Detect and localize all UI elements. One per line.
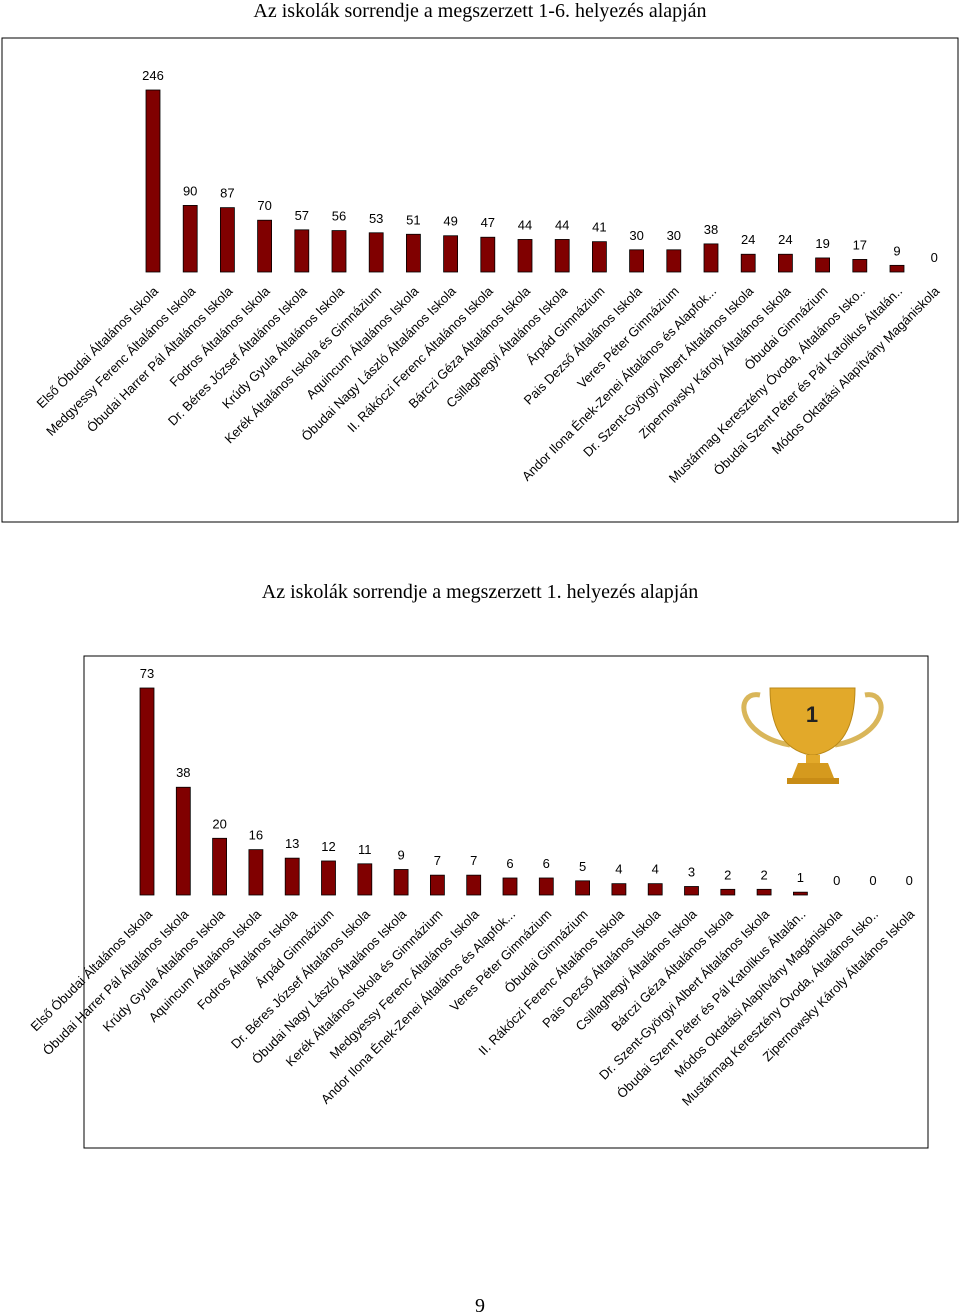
bar [629,249,644,273]
bar [357,863,373,896]
value-label: 9 [397,847,404,862]
chart-title: Az iskolák sorrendje a megszerzett 1. he… [262,581,698,603]
bar [257,219,273,273]
bar [393,869,409,896]
bar [284,857,300,896]
value-label: 56 [332,209,346,224]
value-label: 2 [724,867,731,882]
bar [592,241,607,273]
bar [647,883,663,896]
bar [175,786,191,896]
bar [466,874,482,896]
value-label: 70 [257,198,271,213]
bar [405,233,421,273]
value-label: 30 [629,228,643,243]
value-label: 44 [518,217,532,232]
bar [429,874,445,896]
bar [502,877,518,896]
value-label: 90 [183,183,197,198]
bar [852,259,868,273]
value-label: 12 [321,839,335,854]
value-label: 0 [833,873,840,888]
value-label: 44 [555,217,569,232]
value-label: 6 [543,856,550,871]
bar [575,880,590,896]
bar [815,257,830,273]
value-label: 4 [652,862,659,877]
value-label: 73 [140,666,154,681]
bar [517,239,533,273]
value-label: 7 [470,853,477,868]
bar [248,849,264,896]
bar [139,687,155,896]
value-label: 38 [704,222,718,237]
value-label: 4 [615,862,622,877]
bar [554,239,570,273]
chart-frame [1,37,959,523]
value-label: 13 [285,836,299,851]
bar [740,253,756,273]
value-label: 246 [142,68,164,83]
bar [889,264,905,273]
bar [778,253,793,273]
bar [443,235,459,273]
bar [720,888,736,896]
value-label: 9 [893,243,900,258]
value-label: 0 [869,873,876,888]
chart-title: Az iskolák sorrendje a megszerzett 1-6. … [253,0,706,22]
x-tick-label: Dr. Szent-Györgyi Albert Általános Iskol… [580,283,757,460]
value-label: 2 [760,867,767,882]
value-label: 16 [249,828,263,843]
value-label: 3 [688,864,695,879]
value-label: 20 [212,816,226,831]
bar [212,837,228,896]
bar [294,229,310,273]
value-label: 87 [220,186,234,201]
bar [480,236,496,273]
bar [182,205,198,273]
value-label: 24 [741,232,755,247]
trophy: 1 [741,687,884,784]
bar [703,243,719,273]
value-label: 49 [443,214,457,229]
bar [321,860,336,896]
bar [611,883,627,896]
chart-frame [83,655,929,1149]
value-label: 57 [295,208,309,223]
value-label: 5 [579,859,586,874]
x-tick-label: Óbudai Harrer Pál Általános Iskola [40,906,192,1058]
bar [793,891,808,896]
value-label: 41 [592,220,606,235]
value-label: 51 [406,212,420,227]
value-label: 11 [358,842,372,857]
value-label: 30 [667,228,681,243]
value-label: 19 [815,236,829,251]
bar [331,230,347,273]
value-label: 7 [434,853,441,868]
value-label: 0 [906,873,913,888]
svg-text:1: 1 [806,702,818,727]
bar [684,886,699,896]
bar [368,232,384,273]
bar [538,877,554,896]
value-label: 53 [369,211,383,226]
value-label: 0 [931,250,938,265]
bar [219,207,235,273]
bar [666,249,682,273]
value-label: 38 [176,765,190,780]
page-number: 9 [475,1295,485,1316]
value-label: 47 [481,215,495,230]
value-label: 6 [506,856,513,871]
bar [756,888,772,896]
value-label: 1 [797,870,804,885]
bar [145,89,161,273]
value-label: 17 [853,237,867,252]
value-label: 24 [778,232,792,247]
x-tick-label: Óbudai Harrer Pál Általános Iskola [84,283,236,435]
